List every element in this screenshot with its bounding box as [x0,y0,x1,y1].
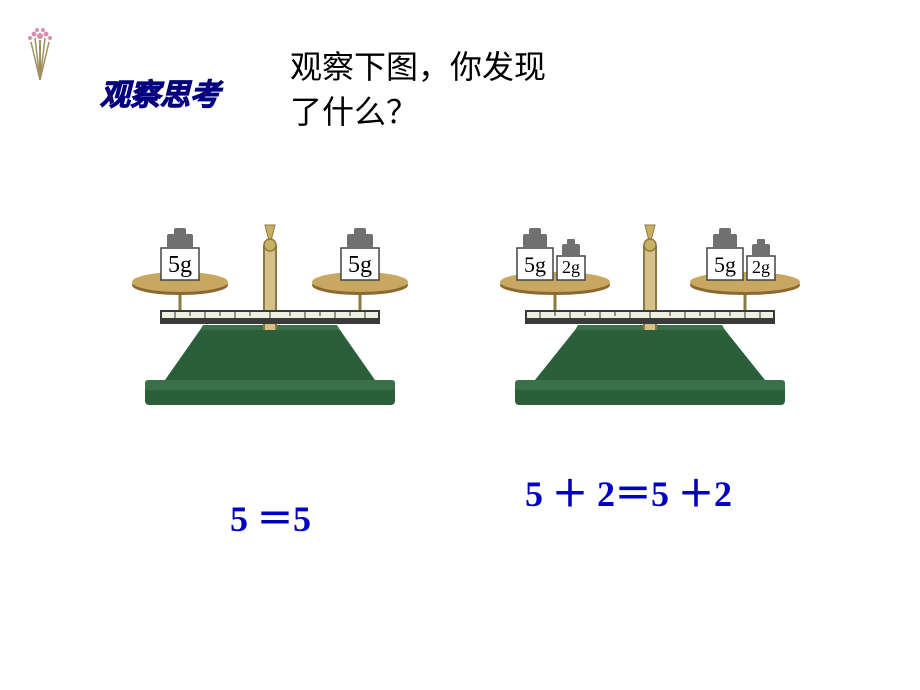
section-title: 观察思考 [100,70,220,114]
scales-row: 5g 5g [0,190,920,410]
weight-label-5g: 5g [517,252,553,278]
question-line1: 观察下图，你发现 [290,49,546,85]
weight-label-2g: 2g [747,257,775,278]
question-text: 观察下图，你发现 了什么？ [290,45,546,135]
weight-label-2g: 2g [557,257,585,278]
weight-label-5g: 5g [341,252,379,279]
equation-right: 5 ＋ 2＝5 ＋2 [525,465,732,517]
weight-label-5g: 5g [161,252,199,279]
balance-scale-right: 5g 2g 5g 2g [485,190,815,410]
weight-label-5g: 5g [707,252,743,278]
question-line2: 了什么？ [290,94,418,130]
flower-decoration [25,20,55,80]
balance-scale-left: 5g 5g [105,190,435,410]
equation-left: 5 ＝5 [230,490,311,542]
